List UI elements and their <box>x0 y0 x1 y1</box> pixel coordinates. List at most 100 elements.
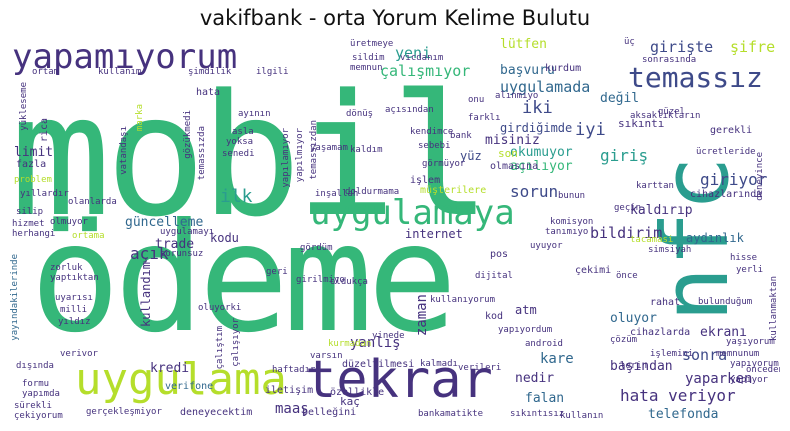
word-basvuru: başvuru <box>500 63 555 78</box>
word-tanimiyo: tanımıyo <box>545 227 589 237</box>
word-yinede: yinede <box>372 331 405 341</box>
word-hizmet: hizmet <box>12 219 45 229</box>
word-rahat: rahat <box>650 297 681 308</box>
word-kendimce: kendimce <box>410 127 454 137</box>
word-kaldim: kaldım <box>350 145 383 155</box>
word-yeni: yeni <box>395 44 432 62</box>
word-kimlik: sorunsuz <box>160 249 204 259</box>
word-uygulamaya: uygulamaya <box>310 193 515 233</box>
word-onu: onu <box>468 95 485 105</box>
word-temassizdan: temassızdan <box>309 120 319 180</box>
word-okumuyor: okumuyor <box>510 145 573 160</box>
word-marka: marka <box>135 104 145 132</box>
word-nedir: nedir <box>515 371 555 386</box>
word-kac: kaç <box>340 395 360 408</box>
word-uygulamada: uygulamada <box>500 78 591 96</box>
word-insallah: inşallah <box>315 189 359 199</box>
word-iki: iki <box>522 98 553 118</box>
word-vatandasi: vatandaşı <box>119 126 129 175</box>
word-simsiyah: simsiyah <box>648 245 692 255</box>
word-uyarisi: uyarısı <box>55 293 93 303</box>
word-varsin: varsın <box>310 351 343 361</box>
word-ilgili: ilgili <box>256 67 289 77</box>
word-girilmiyo: girilmiyo <box>296 275 345 285</box>
word-kare: kare <box>540 351 574 367</box>
word-formu: formu <box>22 379 50 389</box>
word-cloud: mobil ödeme nfc tekrar uygulama uygulama… <box>10 36 780 424</box>
word-tacamasi: tacamasi <box>630 235 674 245</box>
word-rica: rica <box>39 118 50 143</box>
word-ucretleride: ücretleride <box>696 147 756 157</box>
word-gordum: gördüm <box>300 243 333 253</box>
word-sildim: sildim <box>352 53 385 63</box>
word-haftadir: haftadır <box>272 365 316 375</box>
word-ayinin: ayının <box>238 109 271 119</box>
word-ekrani: ekranı <box>700 325 747 340</box>
word-yildiz: yıldız <box>58 317 91 327</box>
word-memnunum: memnunum <box>716 349 760 359</box>
word-yillardir: yıllardır <box>20 189 69 199</box>
word-giriste: girişte <box>650 38 714 56</box>
word-iyi: iyi <box>575 120 606 140</box>
word-yoksa: yoksa <box>226 137 254 147</box>
word-doldurmama: doldurmama <box>345 187 400 197</box>
word-yerli: yerli <box>736 265 764 275</box>
word-once: önce <box>616 271 638 281</box>
word-degil: değil <box>600 91 640 106</box>
word-aksakliklarin: aksaklıkların <box>630 111 701 121</box>
word-olmuyor: bank <box>450 131 472 141</box>
word-son: son <box>498 147 518 160</box>
word-senedi: senedi <box>222 149 255 159</box>
word-verivor: verivor <box>60 349 98 359</box>
word-hata-veriyor: hata veriyor <box>620 386 736 405</box>
word-bankamatikte: bankamatikte <box>418 409 484 419</box>
word-kullandim: olmuyor <box>50 217 88 227</box>
word-kurdum: kurdum <box>545 63 582 74</box>
word-calisiyor: çalışıyor <box>231 318 241 367</box>
word-yasiyorum: yaşıyorum <box>726 337 775 347</box>
word-uygulamadan: uygulamayı <box>160 227 215 237</box>
word-kredi: kredi <box>150 361 190 376</box>
word-islemini: işlemini <box>650 349 694 359</box>
word-farkli: farklı <box>468 113 501 123</box>
word-yuklesem: yükleseme <box>19 82 29 131</box>
word-zorluk: zorluk <box>50 263 83 273</box>
word-uyuyor: uyuyor <box>530 241 563 251</box>
word-cihazlarinda: cihazlarında <box>690 189 763 200</box>
word-sikinti: sıkıntı <box>618 117 665 130</box>
word-fazla: fazla <box>16 159 47 170</box>
word-yapilmiyor: yapılmıyor <box>295 128 305 183</box>
word-oldukca: oldukça <box>330 277 368 287</box>
word-vicdanim: vicdanım <box>400 53 444 63</box>
word-calistim: çalıştım <box>215 326 225 370</box>
word-uretmeye: üretmeye <box>350 39 394 49</box>
word-yapamiyorum: yapamıyorum <box>12 37 238 77</box>
word-falan: falan <box>525 391 565 406</box>
word-kod: kod <box>485 311 504 322</box>
word-sebebi: sebebi <box>418 141 451 151</box>
word-yaptiktan: yaptıktan <box>50 273 99 283</box>
word-giriyor: giriyor <box>700 170 768 189</box>
word-alinmiyo: alınmıyo <box>495 91 539 101</box>
word-internet: internet <box>405 227 463 241</box>
word-acik: açık <box>130 244 169 263</box>
word-gozukmedi: gözükmedi <box>183 110 193 159</box>
word-musterilere: müşterilere <box>420 185 487 196</box>
word-memnun: memnun <box>350 63 383 73</box>
word-bunun: bunun <box>558 191 586 201</box>
word-verifone: verifone <box>165 381 214 392</box>
word-yanlis: yanlış <box>350 335 401 351</box>
word-kalmadi: kalmadı <box>420 359 458 369</box>
word-cihazlarda: cihazlarda <box>630 327 691 338</box>
word-uygulama: uygulama <box>75 354 287 405</box>
word-lerin: lerin <box>620 361 648 371</box>
word-asla: asla <box>232 127 254 137</box>
word-oluyor: oluyor <box>610 311 657 326</box>
chart-title: vakifbank - orta Yorum Kelime Bulutu <box>199 6 591 30</box>
word-android: android <box>525 339 563 349</box>
word-aciliyor: açılıyor <box>510 159 573 174</box>
word-yasamam: yaşamam <box>310 143 348 153</box>
word-milli: milli <box>60 305 88 315</box>
word-sifre: şifre <box>730 38 776 56</box>
word-bildirim: bildirim <box>590 224 663 242</box>
